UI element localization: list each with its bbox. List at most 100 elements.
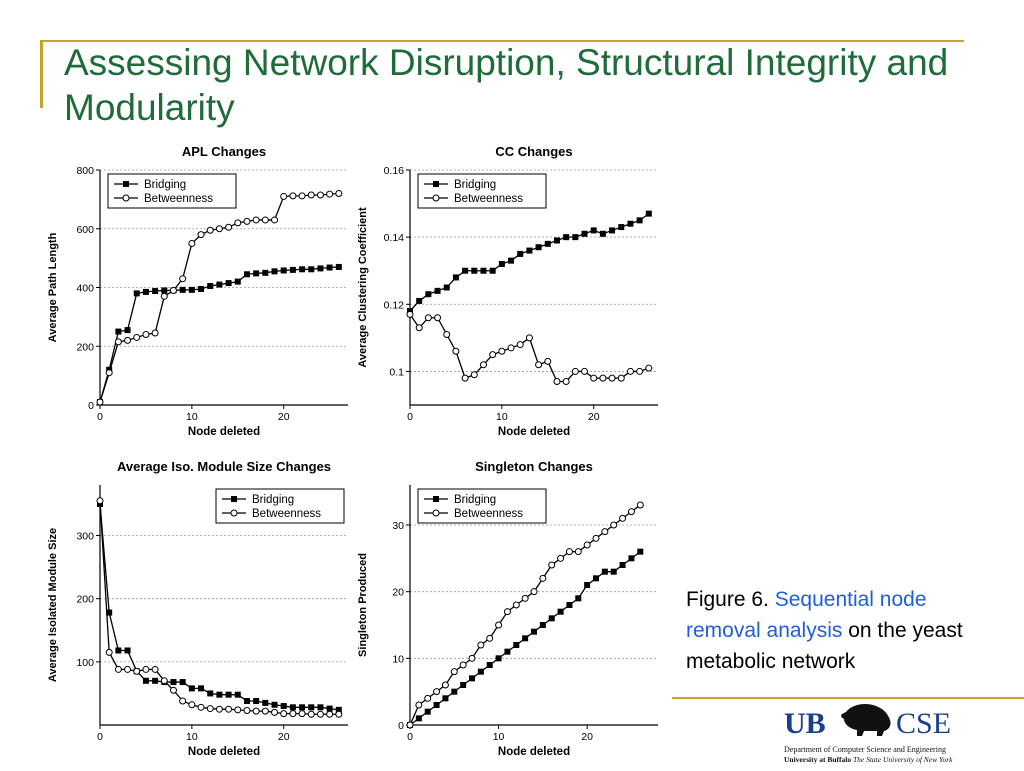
data-point [234,219,242,227]
data-point [553,237,560,244]
data-point [326,264,333,271]
data-point [627,220,634,227]
data-point [243,698,250,704]
chart-svg: Singleton Changes 0 10 20 30 0 10 20 Node delete… [357,459,658,758]
data-point [198,285,205,292]
data-point [133,667,141,675]
data-point [179,286,186,293]
x-tick-label: 20 [278,411,290,423]
data-point [253,270,260,277]
data-point [230,509,238,517]
data-point [188,685,195,692]
data-point [307,191,315,199]
data-point [521,594,529,602]
data-point [124,647,131,654]
data-point [142,331,150,338]
data-point [581,230,588,237]
x-tick-label: 10 [496,411,508,423]
series-line [99,500,339,715]
data-point [161,287,168,294]
y-tick-label: 200 [76,341,94,353]
data-point [415,715,422,722]
series-betweenness [96,190,343,406]
series-line [409,313,650,383]
data-point [308,266,315,273]
data-point [252,707,260,715]
cc-changes-chart: CC Changes 0.1 0.12 0.14 0.16 0 10 20 Node delet… [350,140,670,445]
data-point [151,665,159,673]
data-point [308,704,315,711]
data-point [486,634,494,642]
data-point [114,665,122,673]
data-point [299,704,306,711]
data-point [433,702,440,708]
data-point [489,267,496,274]
data-point [243,271,250,278]
data-point [432,509,440,517]
caption-highlight: Sequential node removal analysis [686,588,927,642]
data-point [289,266,296,273]
chart-title: Singleton Changes [475,459,593,474]
x-tick-label: 10 [186,731,198,743]
chart-title: APL Changes [182,144,266,159]
y-tick-label: 400 [76,283,94,295]
data-point [179,697,187,705]
data-point [460,682,467,688]
data-point [498,347,506,355]
chart-title: CC Changes [495,144,572,159]
data-point [406,310,414,318]
top-accent-rule [40,40,964,42]
data-point [495,621,503,629]
data-point [548,615,555,622]
chart-title: Average Iso. Module Size Changes [117,459,331,474]
data-point [307,710,315,718]
data-point [516,341,524,349]
data-point [539,574,547,582]
data-point [133,333,141,341]
ub-cse-logo-graphic: UB CSE Department of Computer Science an… [784,704,953,764]
y-tick-label: 0.16 [384,165,405,177]
data-point [471,267,478,274]
data-point [271,268,278,275]
data-point [299,266,306,273]
data-point [432,194,440,202]
data-point [636,217,643,224]
data-point [206,226,214,234]
data-point [451,688,458,695]
y-tick-label: 0.14 [384,232,405,244]
data-point [574,548,582,556]
data-point [590,227,597,234]
series-betweenness [96,497,343,718]
y-tick-label: 20 [392,587,404,599]
data-point [590,374,598,382]
data-point [206,705,214,713]
data-point [571,367,579,375]
data-point [316,191,324,199]
y-tick-label: 100 [76,657,94,669]
data-point [544,357,552,365]
y-tick-label: 800 [76,165,94,177]
data-point [280,710,288,718]
data-point [271,701,278,708]
x-tick-label: 0 [407,411,413,423]
data-point [517,250,524,257]
data-point [207,690,214,697]
y-axis-label: Average Clustering Coefficient [357,207,369,368]
legend-label: Bridging [454,494,496,506]
x-axis-label: Node deleted [188,746,260,758]
data-point [105,648,113,656]
data-point [459,661,467,669]
series-line [409,504,641,726]
data-point [581,367,589,375]
series-betweenness [406,310,653,385]
data-point [225,705,233,713]
data-point [645,364,653,372]
data-point [584,582,591,588]
legend-box [215,488,345,524]
data-point [619,514,627,522]
chart-svg: CC Changes 0.1 0.12 0.14 0.16 0 10 20 Node delet… [357,144,658,438]
legend-label: Betweenness [454,508,523,520]
data-point [557,608,564,615]
x-axis-label: Node deleted [498,426,570,438]
data-point [179,679,186,686]
